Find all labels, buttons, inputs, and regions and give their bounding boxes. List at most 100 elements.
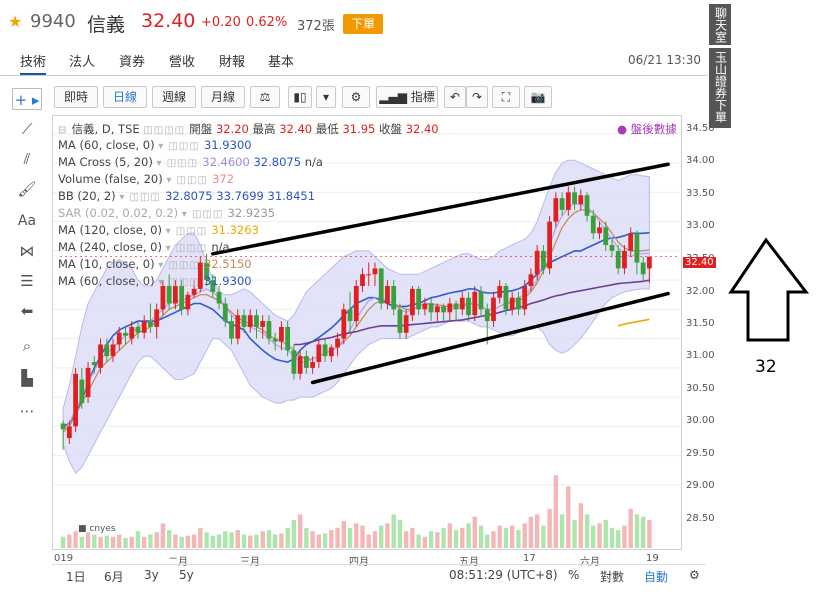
y-tick: 29.50 <box>686 448 715 459</box>
y-tick: 29.00 <box>686 480 715 491</box>
range-1d-button[interactable]: 1日 <box>66 570 86 584</box>
after-hours-label: 盤後數據 <box>630 122 677 136</box>
collapse-icon[interactable]: ⊟ <box>58 125 72 136</box>
range-6m-button[interactable]: 6月 <box>104 570 124 584</box>
clock-time: 08:51:29 (UTC+8) <box>449 568 558 582</box>
legend-controls-icon[interactable]: ▾ ◫◫◫ <box>165 243 212 254</box>
chart-frame <box>52 115 682 550</box>
y-tick: 34.50 <box>686 123 715 134</box>
legend-controls-icon[interactable]: ▾ ◫◫◫ <box>158 277 205 288</box>
broker-order-label: 玉山證券下單 <box>713 51 728 123</box>
tab-basics[interactable]: 基本 <box>268 55 295 70</box>
tab-margin[interactable]: 資券 <box>119 55 146 70</box>
low-value: 31.95 <box>342 122 376 136</box>
zoom-icon[interactable]: ⌕ <box>22 337 32 355</box>
more-icon[interactable]: ⋯ <box>19 402 35 420</box>
order-button[interactable]: 下單 <box>343 14 383 34</box>
x-tick: 三月 <box>240 557 260 568</box>
legend-value: 31.3263 <box>211 223 259 237</box>
legend-value: 32.5150 <box>204 257 252 271</box>
arrow-left-icon[interactable]: ⬅ <box>20 302 34 320</box>
gear-icon[interactable]: ⚙ <box>342 86 370 108</box>
legend-label: MA Cross (5, 20) <box>58 155 153 169</box>
legend-value: 32.8075 <box>165 189 213 203</box>
chart-toolbar: 即時 日線 週線 月線 ⚖ ▮▯ ▾ ⚙ ▂▄▆ 指標 ↶ ↷ ⛶ 📷 <box>52 82 682 112</box>
legend-controls-icon[interactable]: ▾ ◫◫◫ <box>181 209 228 220</box>
chat-room-tag[interactable]: 聊天室 <box>709 4 731 45</box>
tab-institutional[interactable]: 法人 <box>69 55 96 70</box>
y-tick: 33.00 <box>686 220 715 231</box>
indicator-icon: ▂▄▆ <box>379 90 411 104</box>
stock-header: ★ 9940 信義 32.40 +0.20 0.62% 372張 下單 <box>0 0 700 46</box>
legend-label: MA (60, close, 0) <box>58 274 155 288</box>
range-5y-button[interactable]: 5y <box>179 568 194 582</box>
crosshair-icon[interactable]: + ▸ <box>12 88 42 110</box>
candle-style-icon[interactable]: ▮▯ <box>288 86 312 108</box>
high-value: 32.40 <box>279 122 313 136</box>
monthly-button[interactable]: 月線 <box>201 86 245 108</box>
cnyes-logo: ■ cnyes <box>78 524 116 534</box>
indicator-button[interactable]: ▂▄▆ 指標 <box>376 86 438 108</box>
settings-gear-icon[interactable]: ⚙ <box>689 568 700 582</box>
indicator-label: 指標 <box>410 90 435 104</box>
legend-ma60: MA (60, close, 0) ▾ ◫◫◫ 31.9300 <box>58 138 252 154</box>
fullscreen-icon[interactable]: ⛶ <box>492 86 520 108</box>
x-tick: 19 <box>646 553 659 564</box>
text-icon[interactable]: Aa <box>17 213 37 229</box>
fib-icon[interactable]: ☰ <box>20 272 34 290</box>
undo-icon[interactable]: ↶ <box>444 86 466 108</box>
x-tick: 六月 <box>580 557 600 568</box>
legend-controls-icon[interactable]: ▾ ◫◫◫ <box>158 141 205 152</box>
y-tick: 33.50 <box>686 188 715 199</box>
stock-price: 32.40 <box>141 10 196 32</box>
range-3y-button[interactable]: 3y <box>144 568 159 582</box>
parallel-lines-icon[interactable]: ⫽ <box>23 150 31 168</box>
x-tick: 四月 <box>349 557 369 568</box>
price-change-pct: 0.62% <box>246 15 288 30</box>
pattern-icon[interactable]: ⋈ <box>19 242 35 260</box>
y-tick: 31.50 <box>686 318 715 329</box>
daily-button[interactable]: 日線 <box>103 86 147 108</box>
legend-controls-icon[interactable]: ▾ ◫◫◫ <box>166 175 213 186</box>
legend-ma60-2: MA (60, close, 0) ▾ ◫◫◫ 31.9300 <box>58 274 252 290</box>
legend-controls-icon[interactable]: ▾ ◫◫◫ <box>158 260 205 271</box>
intraday-button[interactable]: 即時 <box>54 86 98 108</box>
brush-icon[interactable]: 🖌 <box>17 180 37 198</box>
chat-room-label: 聊天室 <box>713 7 728 43</box>
legend-value: 372 <box>212 172 235 186</box>
chevron-down-icon[interactable]: ▾ <box>316 86 336 108</box>
legend-controls-icon[interactable]: ◫◫◫◫ <box>143 125 190 136</box>
broker-order-tag[interactable]: 玉山證券下單 <box>709 48 731 128</box>
measure-icon[interactable]: ▙ <box>21 369 33 387</box>
auto-toggle[interactable]: 自動 <box>644 570 669 584</box>
y-tick: 30.00 <box>686 415 715 426</box>
low-label: 最低 <box>315 122 339 136</box>
legend-sar: SAR (0.02, 0.02, 0.2) ▾ ◫◫◫ 32.9235 <box>58 206 275 222</box>
tab-financials[interactable]: 財報 <box>219 55 246 70</box>
balance-icon[interactable]: ⚖ <box>250 86 280 108</box>
close-value: 32.40 <box>405 122 439 136</box>
volume-count: 372張 <box>297 19 335 34</box>
x-tick: 019 <box>54 553 74 564</box>
weekly-button[interactable]: 週線 <box>152 86 196 108</box>
redo-icon[interactable]: ↷ <box>466 86 488 108</box>
legend-controls-icon[interactable]: ▾ ◫◫◫ <box>165 226 212 237</box>
tab-technical[interactable]: 技術 <box>20 51 47 75</box>
legend-controls-icon[interactable]: ▾ ◫◫◫ <box>156 158 203 169</box>
trendline-icon[interactable]: ⟋ <box>21 120 33 138</box>
legend-controls-icon[interactable]: ▾ ◫◫◫ <box>119 192 166 203</box>
percent-toggle[interactable]: % <box>568 568 580 582</box>
legend-main: ⊟ 信義, D, TSE ◫◫◫◫ 開盤 32.20 最高 32.40 最低 3… <box>58 121 439 137</box>
y-tick: 31.00 <box>686 350 715 361</box>
high-label: 最高 <box>252 122 276 136</box>
camera-icon[interactable]: 📷 <box>524 86 552 108</box>
legend-volume: Volume (false, 20) ▾ ◫◫◫ 372 <box>58 172 234 188</box>
tab-revenue[interactable]: 營收 <box>169 55 196 70</box>
bottom-bar: 1日 6月 3y 5y 08:51:29 (UTC+8) % 對數 自動 ⚙ <box>52 564 706 586</box>
dot-icon: ● <box>617 122 631 136</box>
star-icon[interactable]: ★ <box>8 12 23 31</box>
after-hours-badge[interactable]: ● 盤後數據 <box>617 121 677 137</box>
legend-label: MA (240, close, 0) <box>58 240 162 254</box>
legend-label: Volume (false, 20) <box>58 172 163 186</box>
log-toggle[interactable]: 對數 <box>600 570 625 584</box>
